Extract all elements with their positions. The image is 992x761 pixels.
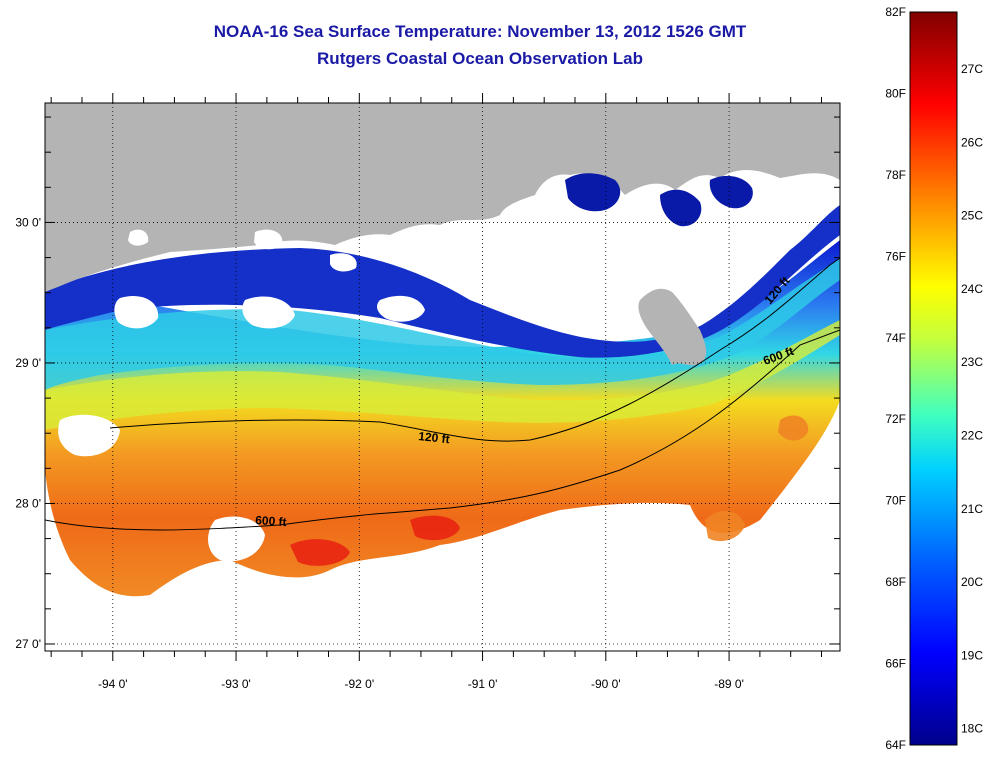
lon-label-0: -94 0' [98,677,128,691]
colorbar-c-label-10: 18C [961,722,983,736]
hot-spots [290,515,460,566]
colorbar-f-label-4: 74F [885,331,906,345]
lon-label-1: -93 0' [221,677,251,691]
lat-label-3: 27 0' [15,637,41,651]
colorbar-c-label-9: 19C [961,648,983,662]
colorbar-f-label-5: 72F [885,412,906,426]
chart-title: NOAA-16 Sea Surface Temperature: Novembe… [213,22,747,41]
isobath-contours [45,257,840,531]
cloud-patches [58,229,425,562]
colorbar-fahrenheit-labels: 82F 80F 78F 76F 74F 72F 70F 68F 66F 64F [885,5,906,752]
colorbar-c-label-4: 24C [961,282,983,296]
lat-label-1: 29 0' [15,356,41,370]
colorbar-f-label-7: 68F [885,575,906,589]
isobath-label-600ft-west: 600 ft [255,513,287,529]
mississippi-delta [638,288,707,366]
lon-label-4: -90 0' [591,677,621,691]
lat-label-0: 30 0' [15,215,41,229]
colorbar-f-label-2: 78F [885,168,906,182]
lat-label-2: 28 0' [15,496,41,510]
lon-label-5: -89 0' [714,677,744,691]
mid-temperature-band [45,258,840,390]
chart-subtitle: Rutgers Coastal Ocean Observation Lab [317,49,643,68]
colorbar-c-label-3: 25C [961,209,983,223]
colorbar-f-label-0: 82F [885,5,906,19]
land-mass [45,103,840,292]
isobath-label-120ft-south: 120 ft [418,429,451,446]
colorbar-c-label-7: 21C [961,502,983,516]
axis-ticks [45,93,840,661]
colorbar-f-label-3: 76F [885,249,906,263]
warm-speckles [705,415,809,542]
colorbar-f-label-1: 80F [885,86,906,100]
colorbar-gradient [909,11,958,746]
colorbar-c-label-0: 28C [961,0,983,3]
longitude-labels: -94 0' -93 0' -92 0' -91 0' -90 0' -89 0' [98,677,744,691]
colorbar-c-label-8: 20C [961,575,983,589]
colorbar-celsius-labels: 28C 27C 26C 25C 24C 23C 22C 21C 20C 19C 18C [961,0,983,736]
colorbar-f-label-8: 66F [885,657,906,671]
colorbar-c-label-6: 22C [961,429,983,443]
coastal-bays [565,173,753,227]
colorbar-f-label-9: 64F [885,738,906,752]
colorbar-c-label-1: 27C [961,62,983,76]
colorbar-f-label-6: 70F [885,494,906,508]
latitude-labels: 30 0' 29 0' 28 0' 27 0' [15,215,41,651]
colorbar-c-label-2: 26C [961,135,983,149]
coastal-cold-water [45,205,840,358]
graticule [45,103,840,651]
transition-band [45,320,840,430]
colorbar-c-label-5: 23C [961,355,983,369]
map-frame [44,102,841,652]
lon-label-3: -91 0' [468,677,498,691]
lon-label-2: -92 0' [344,677,374,691]
